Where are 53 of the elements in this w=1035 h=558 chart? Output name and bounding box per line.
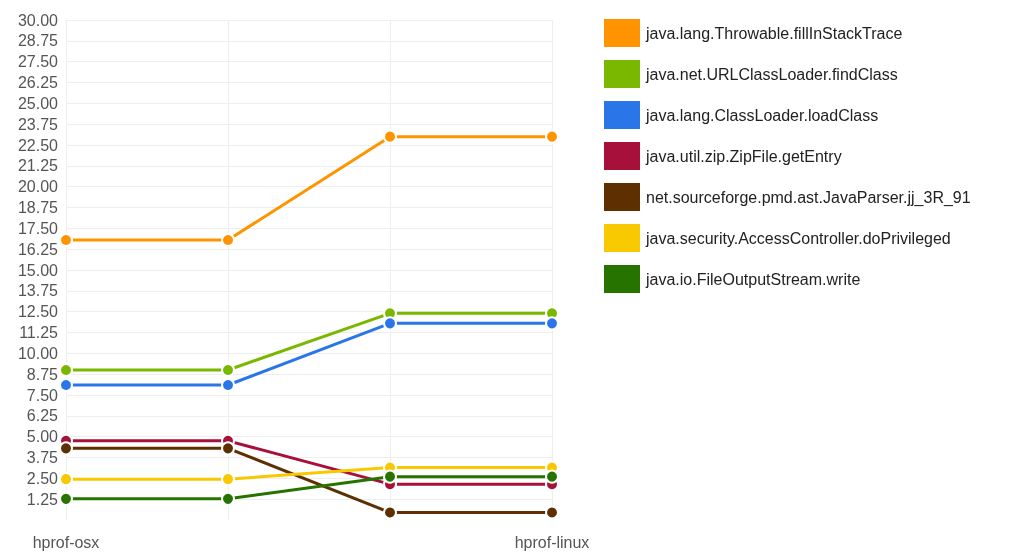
y-tick-label: 1.25 (26, 490, 59, 508)
point (221, 472, 235, 487)
point (221, 378, 235, 392)
legend-label: java.lang.ClassLoader.loadClass (645, 106, 879, 124)
legend-label: net.sourceforge.pmd.ast.JavaParser.jj_3R_91 (646, 188, 971, 207)
point (59, 378, 73, 392)
y-tick-label: 11.25 (19, 324, 59, 341)
y-tick-label: 23.75 (17, 115, 59, 133)
point (383, 505, 397, 520)
legend-label: java.security.AccessController.doPrivileged (645, 229, 951, 247)
y-tick-label: 30.00 (17, 11, 59, 29)
y-tick-label: 28.75 (17, 32, 59, 50)
x-tick-label: hprof-linux (514, 533, 590, 551)
y-tick-label: 8.75 (26, 365, 59, 383)
y-tick-label: 10.00 (17, 344, 59, 362)
y-tick-label: 22.50 (17, 136, 59, 154)
y-tick-label: 3.75 (26, 449, 59, 466)
point (59, 491, 73, 506)
point (545, 129, 559, 144)
y-tick-label: 17.50 (17, 219, 59, 237)
legend-label: java.util.zip.ZipFile.getEntry (645, 147, 842, 165)
point (221, 363, 235, 377)
y-tick-label: 16.25 (17, 240, 59, 258)
point (59, 233, 73, 247)
point (221, 233, 235, 247)
y-tick-label: 5.00 (26, 428, 59, 446)
legend-label: java.lang.Throwable.fillInStackTrace (645, 24, 903, 42)
y-tick-label: 21.25 (17, 157, 59, 175)
y-tick-label: 2.50 (26, 469, 59, 487)
y-tick-label: 7.50 (26, 386, 59, 404)
x-tick-label: hprof-osx (32, 533, 100, 551)
y-tick-label: 13.75 (17, 282, 59, 300)
y-tick-label: 18.75 (17, 199, 59, 216)
y-tick-label: 25.00 (17, 94, 59, 112)
point (59, 472, 73, 487)
point (383, 129, 397, 144)
point (383, 316, 397, 331)
y-tick-label: 6.25 (26, 407, 59, 425)
y-tick-label: 26.25 (17, 74, 59, 91)
point (221, 441, 235, 456)
point (545, 316, 559, 331)
y-tick-label: 15.00 (17, 261, 59, 279)
point (59, 363, 73, 377)
point (545, 505, 559, 520)
point (383, 469, 397, 484)
legend-label: java.io.FileOutputStream.write (645, 270, 861, 288)
point (545, 469, 559, 484)
y-tick-label: 20.00 (17, 178, 59, 196)
legend-label: java.net.URLClassLoader.findClass (645, 65, 898, 83)
point (221, 491, 235, 506)
y-tick-label: 12.50 (17, 303, 59, 321)
y-tick-label: 27.50 (17, 53, 59, 71)
point (59, 441, 73, 456)
